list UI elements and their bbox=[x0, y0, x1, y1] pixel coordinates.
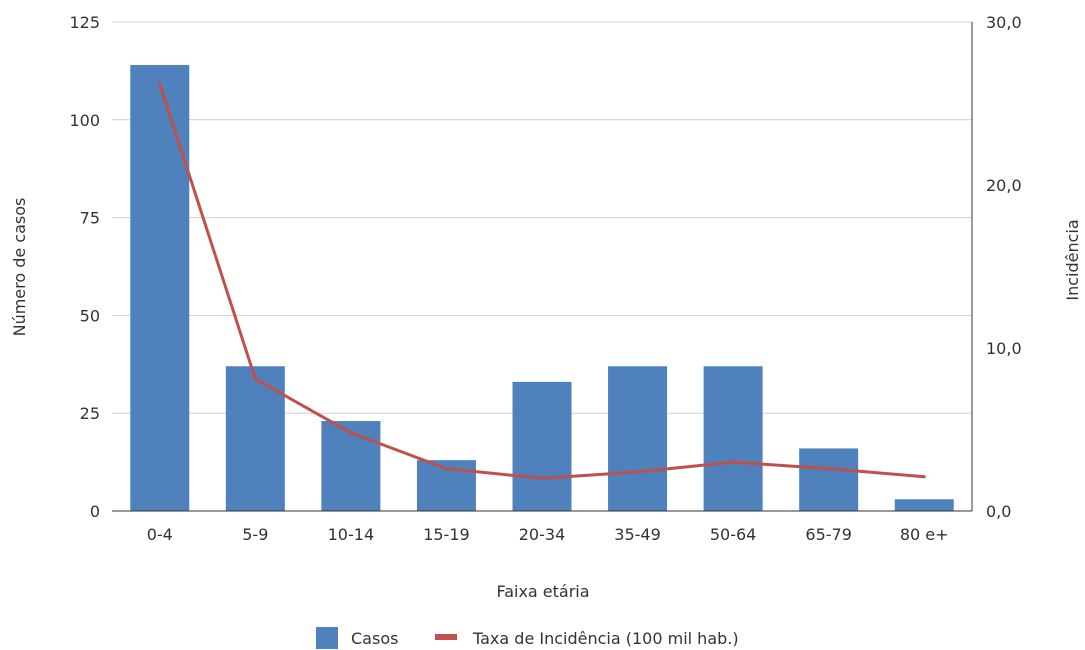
left-tick-label: 25 bbox=[80, 404, 100, 423]
bar bbox=[799, 448, 859, 511]
right-tick-label: 0,0 bbox=[986, 502, 1011, 521]
x-tick-label: 5-9 bbox=[242, 525, 268, 544]
bar bbox=[512, 381, 572, 511]
legend-swatch-casos bbox=[316, 627, 338, 649]
legend-label-taxa: Taxa de Incidência (100 mil hab.) bbox=[472, 629, 739, 648]
line-point bbox=[540, 476, 544, 480]
line-point bbox=[349, 431, 353, 435]
bar bbox=[894, 499, 954, 511]
x-tick-label: 80 e+ bbox=[900, 525, 949, 544]
bar bbox=[130, 65, 190, 512]
line-point bbox=[636, 470, 640, 474]
bar bbox=[608, 366, 668, 511]
x-axis-title: Faixa etária bbox=[496, 582, 589, 601]
x-tick-label: 65-79 bbox=[805, 525, 852, 544]
y-axis-title: Número de casos bbox=[10, 198, 29, 337]
bar bbox=[321, 421, 381, 511]
legend-swatch-taxa bbox=[435, 634, 457, 640]
right-axis-ticks: 0,0 10,0 20,0 30,0 bbox=[986, 13, 1022, 521]
gridlines bbox=[112, 21, 972, 414]
x-tick-label: 50-64 bbox=[710, 525, 757, 544]
line-point bbox=[253, 377, 257, 381]
x-tick-label: 35-49 bbox=[614, 525, 661, 544]
bar bbox=[703, 366, 763, 511]
legend: Casos Taxa de Incidência (100 mil hab.) bbox=[316, 627, 739, 649]
line-point bbox=[731, 460, 735, 464]
line-series-taxa bbox=[158, 82, 926, 480]
y2-axis-title: Incidência bbox=[1063, 219, 1082, 300]
bar bbox=[225, 366, 285, 511]
bar-series-casos bbox=[130, 65, 954, 512]
left-tick-label: 100 bbox=[69, 111, 100, 130]
line-point bbox=[158, 82, 162, 86]
x-tick-label: 10-14 bbox=[328, 525, 375, 544]
left-tick-label: 75 bbox=[80, 209, 100, 228]
x-axis-ticks: 0-4 5-9 10-14 15-19 20-34 35-49 50-64 65-79 80 e… bbox=[147, 525, 949, 544]
x-tick-label: 15-19 bbox=[423, 525, 470, 544]
x-tick-label: 20-34 bbox=[519, 525, 566, 544]
right-tick-label: 20,0 bbox=[986, 176, 1022, 195]
line-point bbox=[922, 475, 926, 479]
left-tick-label: 125 bbox=[69, 13, 100, 32]
left-tick-label: 0 bbox=[90, 502, 100, 521]
left-tick-label: 50 bbox=[80, 306, 100, 325]
line-point bbox=[444, 467, 448, 471]
line-point bbox=[827, 467, 831, 471]
right-tick-label: 30,0 bbox=[986, 13, 1022, 32]
x-tick-label: 0-4 bbox=[147, 525, 173, 544]
left-axis-ticks: 0 25 50 75 100 125 bbox=[69, 13, 100, 521]
axes bbox=[112, 22, 973, 512]
legend-label-casos: Casos bbox=[351, 629, 398, 648]
right-tick-label: 10,0 bbox=[986, 339, 1022, 358]
